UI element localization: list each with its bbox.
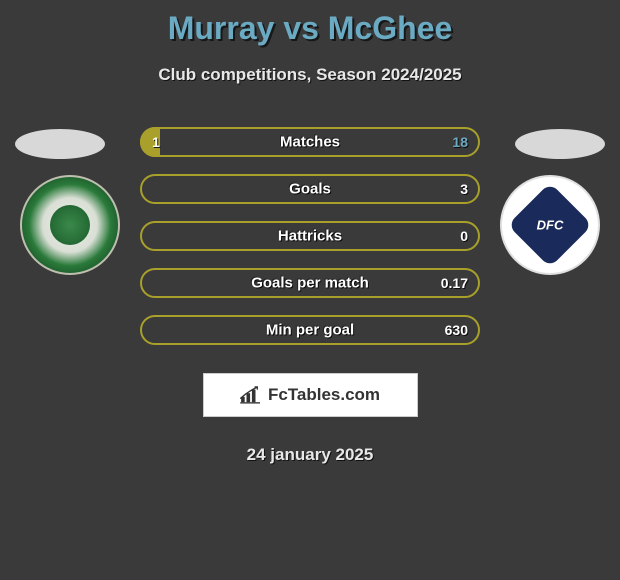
bar-value-right: 0 [460,228,468,244]
stats-section: Matches1 18 Goals3 Hattricks0 Goals per matc… [0,127,620,345]
stat-row-hattricks: Hattricks0 [140,221,480,251]
stat-row-min-per-goal: Min per goal630 [140,315,480,345]
page-title: Murray vs McGhee [0,10,620,47]
bar-label: Goals [140,181,480,198]
dundee-badge [500,175,600,275]
bar-value-left: 1 [152,134,160,150]
bar-label: Hattricks [140,228,480,245]
main-container: Murray vs McGhee Club competitions, Seas… [0,0,620,465]
bar-label: Min per goal [140,322,480,339]
left-player-ellipse [15,129,105,159]
bar-chart-icon [240,386,262,404]
subtitle: Club competitions, Season 2024/2025 [0,65,620,85]
bar-value-right: 0.17 [441,275,468,291]
bar-label: Goals per match [140,275,480,292]
date-text: 24 january 2025 [0,445,620,465]
bar-value-right: 630 [445,322,468,338]
right-player-ellipse [515,129,605,159]
bar-value-right: 18 [452,134,468,150]
stat-row-goals-per-match: Goals per match0.17 [140,268,480,298]
stat-row-goals: Goals3 [140,174,480,204]
brand-text: FcTables.com [268,385,380,405]
celtic-badge [20,175,120,275]
brand-box[interactable]: FcTables.com [203,373,418,417]
bar-value-right: 3 [460,181,468,197]
stat-row-matches: Matches1 18 [140,127,480,157]
bar-label: Matches [140,134,480,151]
